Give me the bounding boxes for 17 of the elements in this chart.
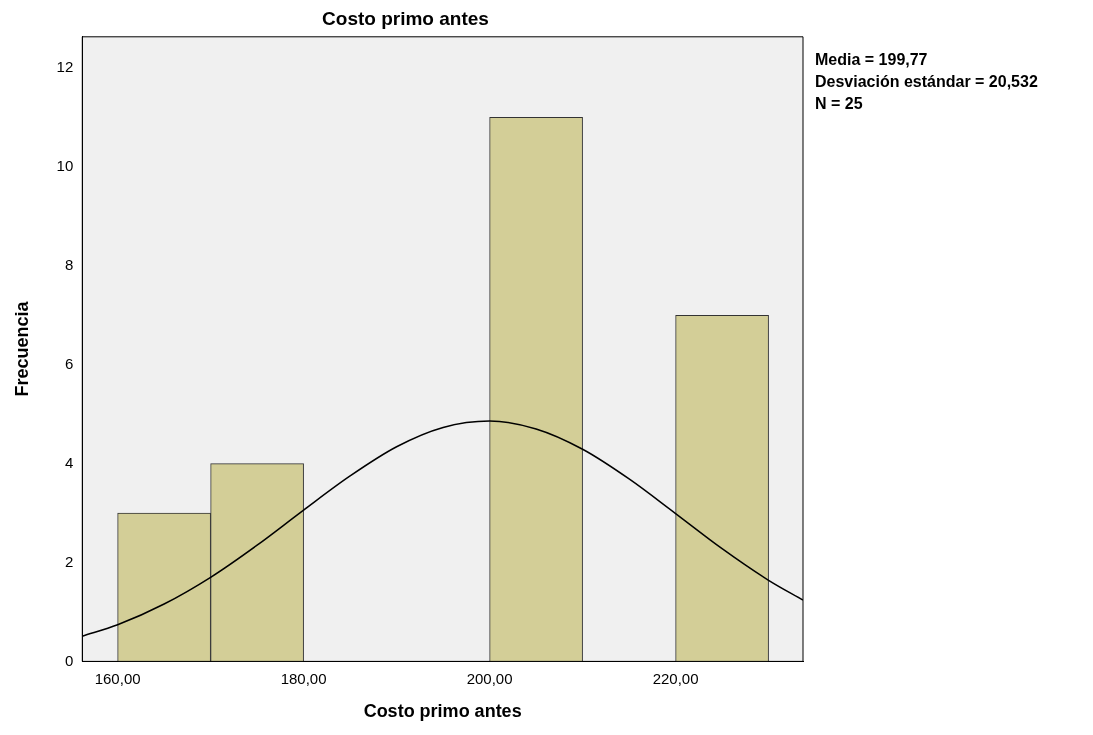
x-tick-label: 220,00	[652, 669, 699, 687]
y-tick-label: 2	[64, 552, 74, 570]
y-axis-title: Frecuencia	[11, 300, 32, 397]
x-tick-label: 180,00	[280, 669, 327, 687]
y-tick-label: 6	[64, 354, 74, 372]
x-axis-title: Costo primo antes	[363, 701, 522, 722]
y-tick-label: 8	[64, 255, 74, 273]
text: Media = 199,77	[815, 51, 928, 69]
x-tick-label: 160,00	[94, 669, 141, 687]
y-tick-label: 12	[56, 58, 74, 76]
text: Desviación estándar = 20,532	[815, 73, 1038, 91]
y-tick-label: 4	[64, 453, 74, 471]
x-tick-label: 200,00	[466, 669, 513, 687]
text: N = 25	[815, 95, 863, 113]
chart-title: Costo primo antes	[322, 7, 489, 29]
y-tick-label: 0	[64, 651, 74, 669]
y-tick-label: 10	[56, 157, 74, 174]
